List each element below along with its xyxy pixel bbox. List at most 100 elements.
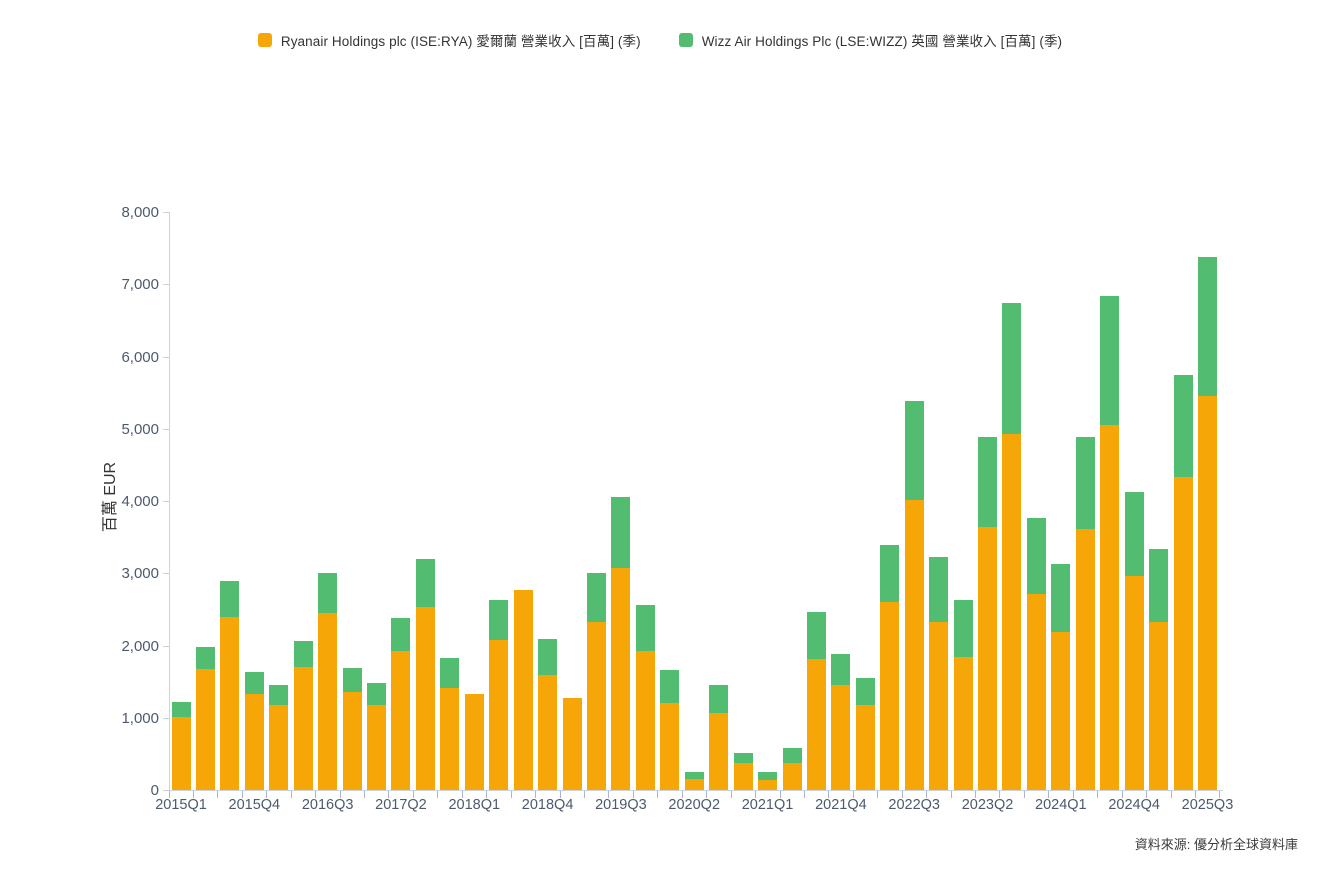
bar-segment-ryanair-2018Q2[interactable]	[489, 639, 509, 790]
bar-segment-ryanair-2020Q4[interactable]	[733, 762, 753, 790]
bar-segment-ryanair-2016Q2[interactable]	[293, 667, 313, 790]
legend-item-ryanair[interactable]: Ryanair Holdings plc (ISE:RYA) 愛爾蘭 營業收入 …	[257, 30, 641, 50]
bar-segment-wizz-2016Q3[interactable]	[318, 573, 338, 613]
bar-segment-wizz-2017Q4[interactable]	[440, 657, 460, 689]
bar-segment-wizz-2023Q3[interactable]	[1002, 302, 1022, 434]
bar-segment-ryanair-2024Q3[interactable]	[1100, 425, 1120, 790]
bar-segment-ryanair-2020Q3[interactable]	[709, 713, 729, 790]
bar-segment-wizz-2018Q4[interactable]	[538, 638, 558, 676]
bar-segment-ryanair-2020Q1[interactable]	[660, 703, 680, 790]
bar-segment-ryanair-2019Q4[interactable]	[635, 650, 655, 790]
bar-segment-ryanair-2019Q2[interactable]	[586, 622, 606, 790]
bar-segment-wizz-2019Q4[interactable]	[635, 605, 655, 651]
bar-segment-wizz-2021Q2[interactable]	[782, 747, 802, 764]
bar-segment-wizz-2020Q2[interactable]	[684, 771, 704, 779]
bar-segment-wizz-2019Q2[interactable]	[586, 573, 606, 623]
legend-item-wizz[interactable]: Wizz Air Holdings Plc (LSE:WIZZ) 英國 營業收入…	[678, 30, 1062, 50]
bar-segment-ryanair-2015Q3[interactable]	[220, 616, 240, 790]
x-tick-label: 2018Q4	[521, 797, 574, 813]
bar-segment-ryanair-2022Q4[interactable]	[929, 621, 949, 790]
bar-segment-ryanair-2018Q3[interactable]	[513, 590, 533, 790]
bar-segment-wizz-2016Q1[interactable]	[269, 684, 289, 706]
bar-segment-wizz-2025Q1[interactable]	[1149, 548, 1169, 623]
bar-segment-ryanair-2018Q1[interactable]	[464, 693, 484, 790]
bar-segment-ryanair-2019Q1[interactable]	[562, 697, 582, 790]
bar-segment-ryanair-2016Q4[interactable]	[342, 692, 362, 790]
bar-segment-wizz-2024Q4[interactable]	[1124, 491, 1144, 577]
bar-segment-wizz-2016Q4[interactable]	[342, 667, 362, 693]
bar-segment-ryanair-2016Q3[interactable]	[318, 612, 338, 790]
bar-segment-ryanair-2025Q2[interactable]	[1173, 477, 1193, 790]
bar-segment-wizz-2022Q1[interactable]	[855, 677, 875, 705]
bar-segment-wizz-2016Q2[interactable]	[293, 641, 313, 668]
bar-segment-ryanair-2021Q4[interactable]	[831, 684, 851, 790]
bar-segment-wizz-2024Q2[interactable]	[1075, 437, 1095, 530]
bar-segment-ryanair-2015Q2[interactable]	[195, 669, 215, 790]
bar-segment-wizz-2017Q1[interactable]	[367, 683, 387, 705]
x-tick	[1097, 791, 1099, 798]
bar-segment-wizz-2023Q2[interactable]	[978, 437, 998, 527]
bar-segment-wizz-2015Q4[interactable]	[244, 672, 264, 694]
bar-segment-wizz-2024Q3[interactable]	[1100, 295, 1120, 426]
bar-segment-ryanair-2015Q1[interactable]	[171, 717, 191, 790]
bar-segment-ryanair-2023Q2[interactable]	[978, 527, 998, 790]
bar-segment-ryanair-2022Q1[interactable]	[855, 704, 875, 790]
x-tick	[266, 791, 268, 798]
y-tick	[162, 428, 169, 430]
bar-segment-wizz-2017Q3[interactable]	[415, 558, 435, 608]
bar-segment-ryanair-2022Q2[interactable]	[880, 602, 900, 790]
bar-segment-wizz-2022Q3[interactable]	[904, 400, 924, 501]
bar-segment-wizz-2023Q4[interactable]	[1026, 517, 1046, 595]
bar-segment-ryanair-2018Q4[interactable]	[538, 675, 558, 790]
bar-segment-ryanair-2015Q4[interactable]	[244, 693, 264, 790]
bar-segment-ryanair-2017Q2[interactable]	[391, 650, 411, 790]
y-tick	[162, 573, 169, 575]
bar-segment-ryanair-2024Q2[interactable]	[1075, 529, 1095, 790]
bar-segment-wizz-2025Q2[interactable]	[1173, 374, 1193, 478]
bar-segment-ryanair-2021Q2[interactable]	[782, 763, 802, 790]
bar-segment-wizz-2023Q1[interactable]	[953, 599, 973, 658]
bar-segment-wizz-2020Q4[interactable]	[733, 753, 753, 763]
x-tick-label: 2025Q3	[1181, 797, 1234, 813]
bar-segment-ryanair-2020Q2[interactable]	[684, 778, 704, 790]
bar-segment-ryanair-2023Q3[interactable]	[1002, 433, 1022, 790]
bar-segment-wizz-2018Q2[interactable]	[489, 599, 509, 640]
bar-segment-ryanair-2017Q3[interactable]	[415, 607, 435, 790]
bar-segment-ryanair-2021Q1[interactable]	[758, 780, 778, 790]
bar-segment-ryanair-2016Q1[interactable]	[269, 705, 289, 790]
bar-segment-ryanair-2024Q4[interactable]	[1124, 576, 1144, 790]
bar-segment-wizz-2021Q4[interactable]	[831, 653, 851, 685]
bar-segment-ryanair-2025Q1[interactable]	[1149, 622, 1169, 790]
bar-segment-wizz-2024Q1[interactable]	[1051, 563, 1071, 633]
bar-segment-wizz-2015Q3[interactable]	[220, 581, 240, 617]
bar-segment-wizz-2025Q3[interactable]	[1197, 256, 1217, 396]
bar-segment-wizz-2020Q3[interactable]	[709, 685, 729, 714]
x-tick	[364, 791, 366, 798]
bar-segment-ryanair-2017Q4[interactable]	[440, 688, 460, 790]
bar-segment-ryanair-2021Q3[interactable]	[806, 659, 826, 790]
bar-segment-ryanair-2024Q1[interactable]	[1051, 632, 1071, 790]
bar-segment-ryanair-2025Q3[interactable]	[1197, 395, 1217, 790]
bar-segment-wizz-2019Q3[interactable]	[611, 496, 631, 568]
bar-segment-ryanair-2017Q1[interactable]	[367, 704, 387, 790]
bar-segment-wizz-2020Q1[interactable]	[660, 670, 680, 704]
bar-segment-wizz-2015Q1[interactable]	[171, 701, 191, 718]
bar-segment-ryanair-2023Q1[interactable]	[953, 657, 973, 790]
y-tick-label: 5,000	[121, 420, 159, 438]
bar-segment-wizz-2017Q2[interactable]	[391, 618, 411, 651]
bar-segment-wizz-2022Q4[interactable]	[929, 557, 949, 622]
bar-segment-ryanair-2022Q3[interactable]	[904, 500, 924, 790]
y-tick-label: 4,000	[121, 493, 159, 510]
x-tick	[755, 791, 757, 798]
bar-segment-wizz-2022Q2[interactable]	[880, 545, 900, 603]
legend-swatch-wizz-icon	[678, 33, 693, 47]
x-tick	[241, 791, 243, 798]
x-axis-line	[168, 790, 1224, 791]
bar-segment-ryanair-2023Q4[interactable]	[1026, 594, 1046, 790]
bar-segment-wizz-2021Q1[interactable]	[758, 771, 778, 781]
bar-segment-wizz-2021Q3[interactable]	[806, 612, 826, 660]
x-tick	[486, 791, 488, 798]
bar-segment-ryanair-2019Q3[interactable]	[611, 567, 631, 790]
bar-segment-wizz-2015Q2[interactable]	[195, 646, 215, 670]
